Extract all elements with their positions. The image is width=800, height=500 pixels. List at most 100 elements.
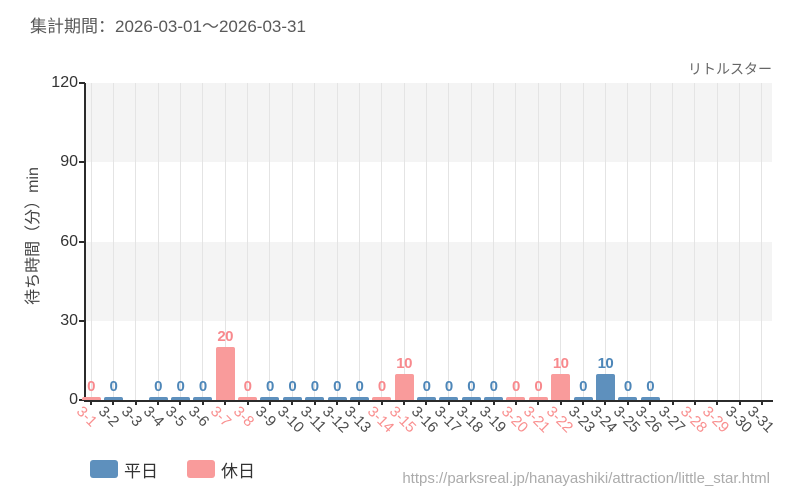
plot-area xyxy=(85,83,772,400)
bar-3-14 xyxy=(372,397,392,400)
gridline-vertical xyxy=(716,83,718,400)
gridline-vertical xyxy=(314,83,316,400)
bar-3-7 xyxy=(215,347,235,400)
bar-3-26 xyxy=(640,397,660,400)
x-tick-mark xyxy=(425,400,428,405)
legend: 平日 休日 xyxy=(90,458,255,481)
bar-3-18 xyxy=(461,397,481,400)
bar-value-label: 0 xyxy=(154,378,163,395)
bar-3-8 xyxy=(238,397,258,400)
gridline-vertical xyxy=(179,83,181,400)
x-tick-label-3-31: 3-31 xyxy=(743,403,778,437)
gridline-vertical xyxy=(470,83,472,400)
y-tick-label: 30 xyxy=(60,311,78,329)
x-tick-mark xyxy=(90,400,92,405)
period-title: 集計期間：2026-03-01～2026-03-31 xyxy=(30,17,306,36)
bar-value-label: 0 xyxy=(176,378,185,395)
bar-3-17 xyxy=(439,397,459,400)
bar-3-12 xyxy=(327,397,347,400)
bar-value-label: 0 xyxy=(512,378,520,395)
x-tick-mark xyxy=(492,400,495,405)
gridline-vertical xyxy=(627,83,629,400)
x-tick-mark xyxy=(358,400,361,405)
bar-3-23 xyxy=(573,397,593,400)
bar-value-label: 10 xyxy=(597,354,614,372)
gridline-vertical xyxy=(448,83,450,400)
gridline-vertical xyxy=(358,83,360,400)
bar-3-4 xyxy=(148,397,168,400)
x-tick-mark xyxy=(134,400,137,405)
y-tick-mark xyxy=(79,319,85,322)
gridline-vertical xyxy=(112,83,114,400)
bar-3-24 xyxy=(595,373,615,400)
x-tick-mark xyxy=(179,400,182,405)
x-tick-mark xyxy=(626,400,629,405)
x-tick-mark xyxy=(716,400,719,405)
y-tick-mark xyxy=(79,82,85,84)
bar-3-1 xyxy=(81,397,101,400)
legend-label-holiday: 休日 xyxy=(221,461,255,481)
bar-value-label: 10 xyxy=(552,354,569,372)
gridline-vertical xyxy=(336,83,338,400)
gridline-vertical xyxy=(381,83,383,400)
gridline-vertical xyxy=(672,83,674,400)
gridline-vertical xyxy=(582,83,584,400)
x-tick-mark xyxy=(268,400,271,405)
bar-3-13 xyxy=(349,397,369,400)
bar-3-10 xyxy=(282,397,302,400)
bar-value-label: 0 xyxy=(489,378,498,395)
bar-value-label: 0 xyxy=(623,378,632,395)
bar-value-label: 0 xyxy=(87,378,95,395)
x-tick-mark xyxy=(537,400,540,405)
bar-value-label: 0 xyxy=(333,378,341,395)
bar-3-16 xyxy=(416,397,436,400)
gridline-vertical xyxy=(157,83,159,400)
gridline-vertical xyxy=(694,83,696,400)
x-tick-mark xyxy=(671,400,674,405)
y-tick-label: 60 xyxy=(60,232,78,250)
bar-value-label: 0 xyxy=(198,378,207,395)
bar-value-label: 0 xyxy=(467,378,476,395)
y-tick-mark xyxy=(79,240,85,243)
gridline-vertical xyxy=(761,83,763,400)
bar-value-label: 0 xyxy=(422,378,431,395)
x-tick-mark xyxy=(246,400,249,405)
x-tick-mark xyxy=(447,400,450,405)
bar-value-label: 0 xyxy=(377,378,386,395)
plot-band xyxy=(85,241,772,321)
gridline-vertical xyxy=(202,83,204,400)
bar-3-11 xyxy=(305,397,325,400)
gridline-vertical xyxy=(604,83,606,400)
bar-value-label: 0 xyxy=(243,378,252,395)
gridline-vertical xyxy=(291,83,293,400)
bar-value-label: 10 xyxy=(396,354,412,372)
bar-value-label: 0 xyxy=(355,378,364,395)
bar-value-label: 0 xyxy=(310,378,319,395)
x-tick-mark xyxy=(201,400,204,405)
bar-3-19 xyxy=(484,397,504,400)
gridline-vertical xyxy=(537,83,539,400)
x-tick-mark xyxy=(112,400,115,405)
bar-value-label: 0 xyxy=(109,378,118,395)
x-tick-mark xyxy=(336,400,339,405)
x-tick-mark xyxy=(157,400,160,405)
x-tick-mark xyxy=(470,400,473,405)
bar-value-label: 0 xyxy=(266,378,274,395)
x-tick-mark xyxy=(604,400,607,405)
bar-value-label: 0 xyxy=(534,378,543,395)
x-tick-mark xyxy=(380,400,383,405)
gridline-vertical xyxy=(425,83,427,400)
y-tick-label: 90 xyxy=(60,153,78,171)
bar-3-15 xyxy=(394,373,414,400)
bar-value-label: 0 xyxy=(288,378,297,395)
bar-3-25 xyxy=(618,397,638,400)
gridline-vertical xyxy=(135,83,137,400)
x-tick-mark xyxy=(403,400,406,405)
bar-value-label: 20 xyxy=(217,328,234,346)
gridline-vertical xyxy=(515,83,517,400)
gridline-vertical xyxy=(649,83,651,400)
gridline-vertical xyxy=(90,83,92,400)
bar-value-label: 0 xyxy=(646,378,655,395)
legend-label-weekday: 平日 xyxy=(124,461,158,481)
legend-swatch-holiday xyxy=(187,460,215,478)
